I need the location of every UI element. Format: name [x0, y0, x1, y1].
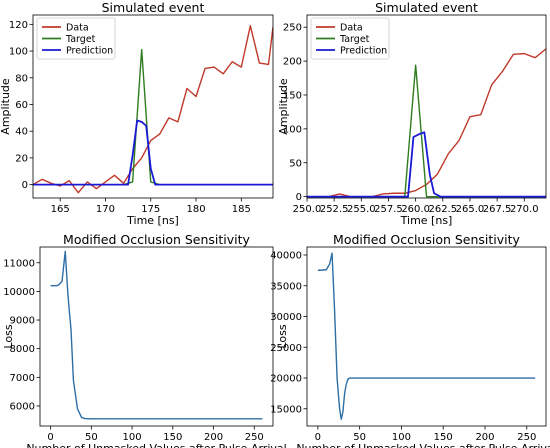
x-tick-label: 180: [186, 204, 205, 215]
legend-box: [310, 17, 390, 60]
y-tick-label: 20: [15, 153, 28, 164]
x-tick-label: 270.0: [510, 204, 539, 215]
y-tick-label: 250: [283, 23, 302, 34]
y-axis-label: Loss: [276, 324, 289, 348]
x-tick-label: 0: [315, 432, 321, 443]
x-tick-label: 200: [204, 432, 223, 443]
plot-area: [33, 24, 273, 194]
y-tick-label: 20000: [270, 374, 302, 385]
x-axis-label: Time [ns]: [126, 214, 179, 227]
legend-label-prediction: Prediction: [66, 46, 113, 57]
plot-area: [50, 250, 263, 420]
y-tick-label: 60: [15, 100, 28, 111]
x-tick-label: 250: [245, 432, 264, 443]
x-tick-label: 262.5: [428, 204, 457, 215]
series-line-data: [307, 48, 546, 198]
y-tick-label: 40: [15, 127, 28, 138]
x-tick-label: 50: [353, 432, 366, 443]
loss-curve: [50, 250, 263, 420]
x-tick-label: 257.5: [374, 204, 403, 215]
legend-label-data: Data: [340, 23, 363, 34]
x-tick-label: 170: [96, 204, 115, 215]
chart-title: Simulated event: [102, 0, 205, 15]
y-tick-label: 100: [283, 124, 302, 135]
x-tick-label: 100: [392, 432, 411, 443]
x-tick-label: 150: [163, 432, 182, 443]
y-tick-label: 25000: [270, 343, 302, 354]
x-tick-label: 267.5: [483, 204, 512, 215]
x-tick-label: 250.0: [293, 204, 322, 215]
axes-frame: [32, 14, 274, 199]
y-tick-label: 8000: [10, 344, 35, 355]
y-tick-label: 6000: [10, 401, 35, 412]
axes-frame: [306, 246, 547, 427]
x-tick-label: 260.0: [401, 204, 430, 215]
y-tick-label: 35000: [270, 281, 302, 292]
x-tick-label: 185: [232, 204, 251, 215]
plot-area: [317, 252, 536, 420]
y-axis-label: Loss: [2, 324, 15, 348]
series-line-data: [33, 24, 273, 194]
chart-title: Modified Occlusion Sensitivity: [333, 232, 520, 247]
y-tick-label: 0: [296, 192, 302, 203]
y-tick-label: 10000: [3, 287, 35, 298]
x-tick-label: 255.0: [347, 204, 376, 215]
y-tick-label: 120: [9, 20, 28, 31]
x-axis-label: Number of Unmasked Values after Pulse Ar…: [26, 442, 286, 448]
y-tick-label: 150: [283, 90, 302, 101]
x-tick-label: 175: [141, 204, 160, 215]
x-tick-label: 165: [51, 204, 70, 215]
legend-label-prediction: Prediction: [340, 46, 387, 57]
legend-box: [36, 17, 116, 60]
x-tick-label: 100: [123, 432, 142, 443]
y-tick-label: 0: [22, 180, 28, 191]
chart-3: 0 50 100 150 200 250 6000 7000 8000 9000 10000 1100…: [2, 232, 287, 448]
chart-title: Modified Occlusion Sensitivity: [63, 232, 250, 247]
y-tick-label: 100: [9, 47, 28, 58]
y-axis-label: Amplitude: [277, 78, 290, 135]
y-axis-label: Amplitude: [0, 78, 12, 135]
y-tick-label: 9000: [10, 316, 35, 327]
y-tick-label: 7000: [10, 373, 35, 384]
y-tick-label: 15000: [270, 404, 302, 415]
y-tick-label: 80: [15, 73, 28, 84]
x-tick-label: 50: [85, 432, 98, 443]
y-tick-label: 11000: [3, 258, 35, 269]
axes-frame: [39, 246, 274, 427]
x-tick-label: 200: [475, 432, 494, 443]
x-tick-label: 265.0: [456, 204, 485, 215]
legend-label-target: Target: [65, 34, 96, 45]
x-axis-label: Number of Unmasked Values after Pulse Ar…: [296, 442, 550, 448]
y-tick-label: 30000: [270, 312, 302, 323]
chart-title: Simulated event: [375, 0, 478, 15]
x-tick-label: 0: [47, 432, 53, 443]
x-tick-label: 252.5: [320, 204, 349, 215]
x-axis-label: Time [ns]: [400, 214, 453, 227]
x-tick-label: 150: [434, 432, 453, 443]
chart-4: 0 50 100 150 200 250 15000 20000 25000 30000 35000…: [270, 232, 550, 448]
series-line-prediction: [307, 131, 546, 198]
chart-1: 165 170 175 180 185 0 20 40 60 80 100 120 Simulated …: [0, 0, 274, 227]
series-line-target: [33, 49, 273, 186]
legend-label-target: Target: [339, 34, 370, 45]
loss-curve: [317, 252, 536, 420]
y-tick-label: 200: [283, 57, 302, 68]
legend-label-data: Data: [66, 23, 89, 34]
series-line-target: [307, 64, 546, 198]
y-tick-label: 40000: [270, 250, 302, 261]
axes-frame: [306, 14, 547, 199]
series-line-prediction: [33, 119, 273, 186]
y-tick-label: 50: [289, 158, 302, 169]
chart-2: 250.0252.5255.0257.5260.0262.5265.0267.5…: [277, 0, 547, 227]
x-tick-label: 250: [517, 432, 536, 443]
plot-area: [307, 48, 546, 198]
